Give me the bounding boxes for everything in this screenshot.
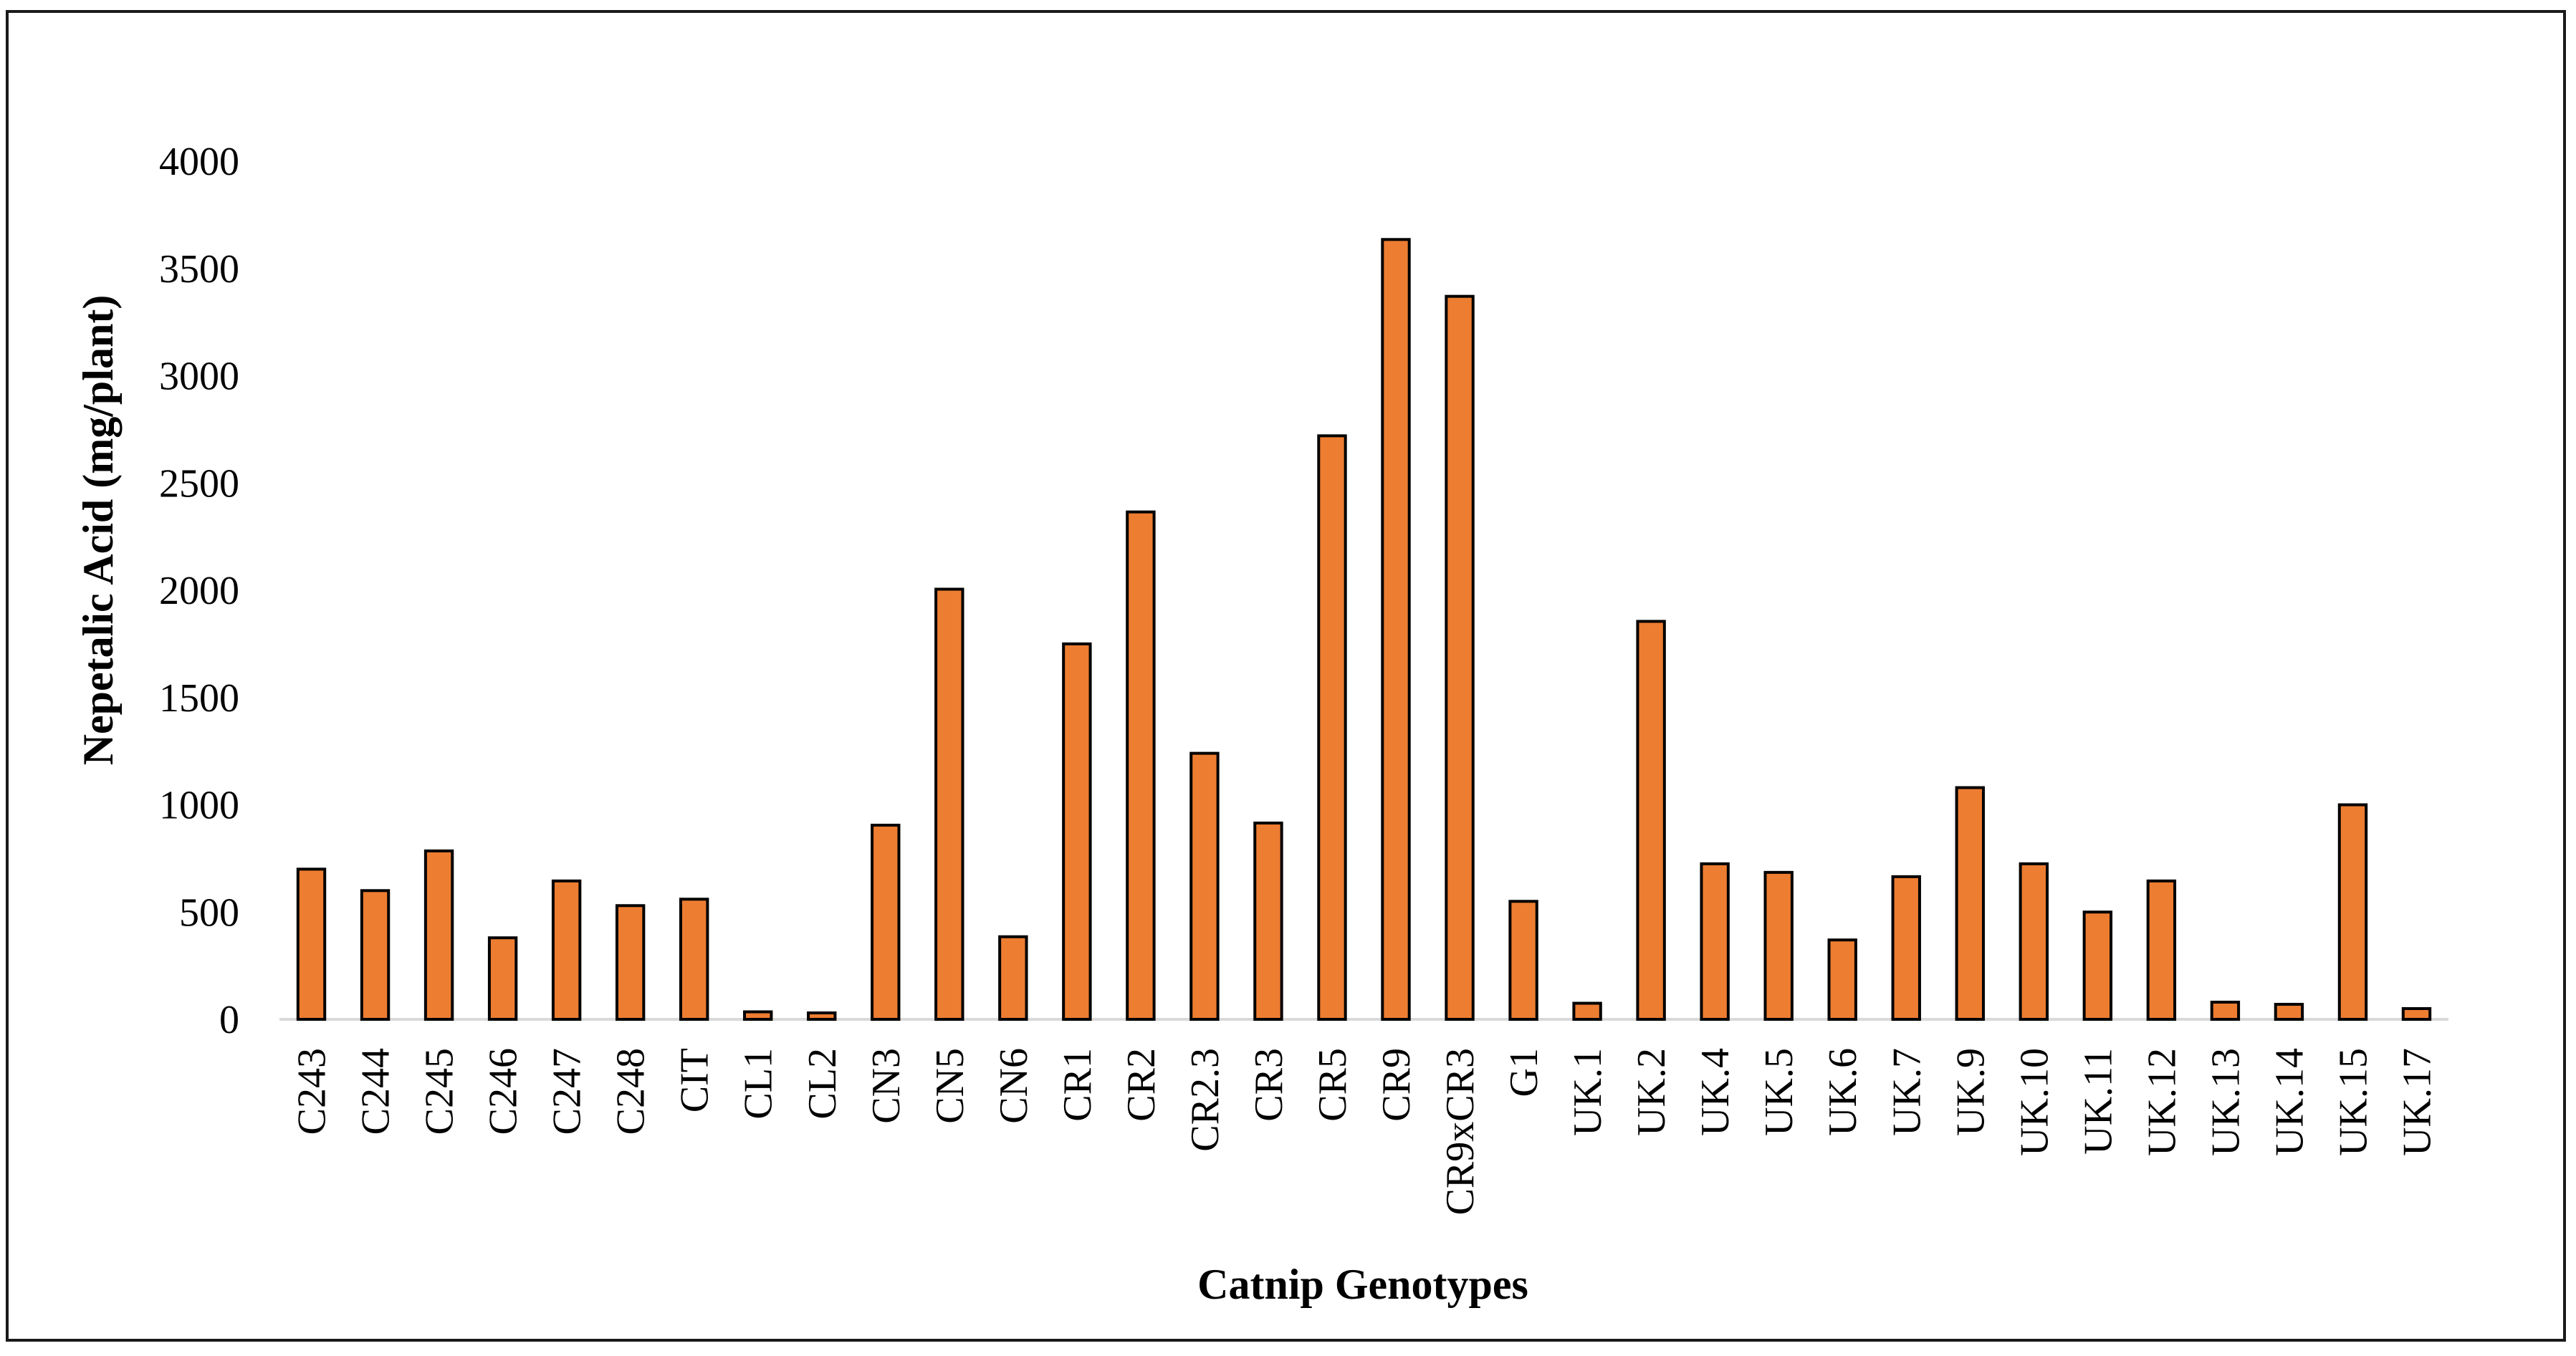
y-tick-label: 0 (219, 998, 239, 1042)
bar (2401, 1007, 2432, 1021)
y-tick-label: 3000 (159, 355, 239, 399)
x-tick-label: CR3 (1247, 1048, 1291, 1122)
x-tick-label: CL1 (737, 1048, 781, 1120)
bar (1381, 238, 1411, 1021)
x-tick-label: CN6 (992, 1048, 1036, 1124)
bar (296, 867, 327, 1021)
bar (1062, 642, 1092, 1021)
x-tick-label: UK.15 (2331, 1048, 2375, 1156)
x-tick-label: UK.7 (1885, 1048, 1929, 1136)
bar (1126, 510, 1156, 1021)
bar (615, 904, 646, 1021)
bar (934, 587, 964, 1021)
bar (1189, 751, 1220, 1021)
x-tick-label: CR2 (1119, 1048, 1164, 1122)
x-tick-label: C244 (354, 1048, 398, 1135)
y-tick-label: 2500 (159, 461, 239, 506)
x-tick-label: CN5 (928, 1048, 972, 1124)
chart-frame: 0 500 1000 1500 2000 2500 3000 3500 4000 C243 C24… (6, 10, 2566, 1342)
x-tick-label: UK.10 (2012, 1048, 2057, 1156)
bar (423, 849, 454, 1021)
x-tick-label: CIT (673, 1048, 717, 1112)
y-tick-label: 3500 (159, 247, 239, 292)
x-tick-label: CR5 (1311, 1048, 1355, 1122)
bar (1827, 938, 1857, 1021)
x-tick-label: UK.17 (2395, 1048, 2439, 1156)
y-tick-label: 1000 (159, 784, 239, 828)
y-tick-label: 4000 (159, 140, 239, 184)
x-tick-label: G1 (1502, 1048, 1546, 1097)
bar (871, 823, 901, 1021)
bar (1445, 294, 1475, 1021)
bars (296, 238, 2432, 1021)
x-tick-label: CL2 (800, 1048, 845, 1120)
bar (1253, 821, 1283, 1021)
bar (1891, 875, 1921, 1021)
bar (1572, 1001, 1602, 1021)
x-tick-label: UK.12 (2140, 1048, 2184, 1156)
y-tick-label: 2000 (159, 569, 239, 613)
y-axis-title: Nepetalic Acid (mg/plant) (75, 295, 122, 766)
bar (807, 1011, 837, 1021)
bar (679, 898, 709, 1021)
x-tick-label: UK.2 (1629, 1048, 1674, 1136)
bar (551, 879, 582, 1021)
bar (1636, 620, 1666, 1021)
bar (2210, 1001, 2241, 1021)
x-tick-label: UK.13 (2203, 1048, 2248, 1156)
x-axis-title: Catnip Genotypes (1197, 1261, 1528, 1308)
x-tick-label: C248 (609, 1048, 653, 1135)
bar (1763, 870, 1794, 1021)
y-tick-label: 500 (179, 890, 239, 935)
y-axis-ticks: 0 500 1000 1500 2000 2500 3000 3500 4000 (159, 140, 239, 1042)
x-tick-label: UK.6 (1821, 1048, 1865, 1136)
x-axis-ticks: C243 C244 C245 C246 C247 C248 CIT CL1 CL2 CN3 CN5 C… (290, 1048, 2440, 1215)
x-tick-label: CN3 (864, 1048, 909, 1124)
x-tick-label: UK.1 (1566, 1048, 1610, 1136)
bar (2274, 1003, 2304, 1021)
x-tick-label: CR9 (1374, 1048, 1419, 1122)
x-tick-label: UK.14 (2267, 1048, 2312, 1156)
bar (1317, 434, 1347, 1021)
bar (487, 936, 518, 1021)
bar (1700, 862, 1730, 1021)
x-tick-label: CR1 (1055, 1048, 1100, 1122)
bar (2337, 803, 2368, 1021)
bar (2082, 910, 2113, 1021)
bar (360, 889, 391, 1021)
bar (1955, 786, 1985, 1021)
bar (2019, 862, 2049, 1021)
x-tick-label: C243 (290, 1048, 335, 1135)
bar (998, 935, 1028, 1021)
x-tick-label: CR2.3 (1183, 1048, 1227, 1152)
x-tick-label: UK.5 (1757, 1048, 1801, 1136)
bar (743, 1010, 773, 1021)
x-tick-label: C247 (545, 1048, 590, 1135)
bar (1508, 900, 1538, 1021)
x-tick-label: C246 (482, 1048, 526, 1135)
x-tick-label: UK.9 (1948, 1048, 1993, 1136)
y-tick-label: 1500 (159, 676, 239, 721)
x-tick-label: C245 (418, 1048, 462, 1135)
x-tick-label: UK.4 (1693, 1048, 1738, 1136)
x-tick-label: UK.11 (2076, 1048, 2120, 1155)
bar (2146, 879, 2177, 1021)
x-tick-label: CR9xCR3 (1438, 1048, 1483, 1215)
